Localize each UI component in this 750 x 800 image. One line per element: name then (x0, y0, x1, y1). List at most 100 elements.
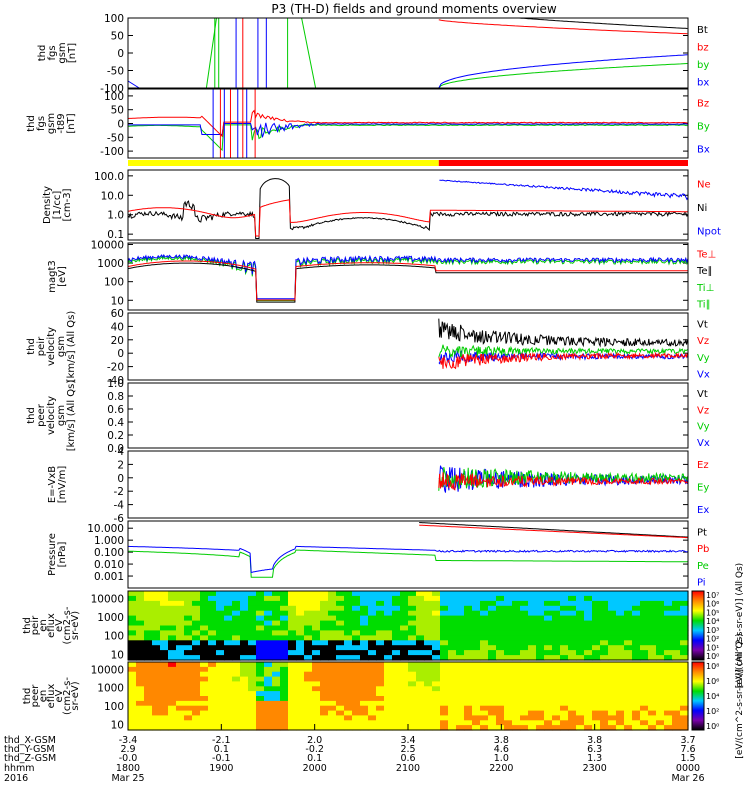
spec-cell (496, 620, 505, 627)
spec-cell (320, 645, 329, 651)
spec-cell (240, 676, 249, 683)
spec-cell (600, 595, 609, 602)
spec-cell (568, 650, 577, 656)
spec-cell (144, 700, 153, 707)
spec-cell (392, 681, 401, 687)
spec-cell (280, 630, 289, 636)
spec-cell (592, 591, 601, 597)
spec-cell (488, 635, 497, 641)
spec-cell (208, 620, 217, 627)
spec-cell (328, 591, 337, 597)
spec-cell (192, 635, 201, 641)
spec-cell (384, 662, 393, 668)
spec-cell (656, 625, 665, 631)
spec-cell (424, 620, 433, 627)
spec-cell (392, 700, 401, 707)
spec-cell (416, 662, 425, 668)
xaxis-tick-label: 2.9 (120, 744, 135, 755)
spec-cell (152, 671, 161, 678)
spec-cell (440, 591, 449, 597)
spec-cell (640, 600, 649, 607)
spec-cell (168, 630, 177, 636)
spec-cell (272, 650, 281, 656)
spec-cell (672, 591, 681, 597)
spec-cell (544, 645, 553, 651)
colorbar-peer_spec-tick: 10⁰ (706, 722, 719, 731)
spec-cell (280, 700, 289, 707)
spec-cell (456, 676, 465, 683)
spec-cell (224, 696, 233, 702)
spec-cell (640, 655, 649, 661)
spec-cell (312, 591, 321, 597)
spec-cell (288, 696, 297, 702)
spec-cell (248, 625, 257, 631)
spec-cell (528, 650, 537, 656)
spec-cell (336, 630, 345, 636)
spec-cell (632, 691, 641, 697)
spec-cell (336, 676, 345, 683)
spec-cell (400, 725, 409, 731)
spec-cell (648, 710, 657, 717)
panel-peir_velocity-ytick-label: 20 (111, 335, 124, 347)
spec-cell (264, 681, 273, 687)
spec-cell (520, 691, 529, 697)
spec-cell (352, 595, 361, 602)
spec-cell (200, 650, 209, 656)
spec-cell (576, 640, 585, 646)
spec-cell (552, 681, 561, 687)
spec-cell (672, 600, 681, 607)
spec-cell (480, 725, 489, 731)
spec-cell (264, 615, 273, 622)
spec-cell (328, 710, 337, 717)
spec-cell (536, 681, 545, 687)
spec-cell (328, 720, 337, 726)
panel-peir_velocity-ytick-label: 40 (111, 321, 124, 333)
xaxis-tick-label: -0.1 (212, 753, 231, 764)
spec-cell (560, 720, 569, 726)
spec-cell (432, 635, 441, 641)
spec-cell (272, 595, 281, 602)
spec-cell (160, 662, 169, 668)
spec-cell (672, 686, 681, 692)
spec-cell (288, 700, 297, 707)
xaxis-tick-label: Mar 26 (671, 773, 704, 784)
spec-cell (328, 625, 337, 631)
spec-cell (208, 605, 217, 612)
spec-cell (560, 600, 569, 607)
spec-cell (264, 671, 273, 678)
spec-cell (200, 662, 209, 668)
spec-cell (312, 671, 321, 678)
spec-cell (584, 640, 593, 646)
spec-cell (160, 630, 169, 636)
spec-cell (264, 595, 273, 602)
colorbar-peir_spec-tick: 10⁰ (706, 652, 719, 661)
spec-cell (648, 595, 657, 602)
spec-cell (352, 681, 361, 687)
spec-cell (296, 681, 305, 687)
legend-fgs_t89-2: Bx (697, 145, 710, 156)
colorbar-peir_spec-tick: 10⁷ (706, 591, 719, 600)
series-Npot (439, 179, 689, 201)
spec-cell (480, 635, 489, 641)
spec-cell (600, 645, 609, 651)
spec-cell (328, 605, 337, 612)
colorbar-peer_spec-tick: 10² (706, 707, 719, 716)
spec-cell (488, 700, 497, 707)
spec-cell (504, 620, 513, 627)
panel-efield-ytick-label: -2 (114, 486, 124, 498)
spec-cell (640, 615, 649, 622)
spec-cell (464, 615, 473, 622)
spec-cell (320, 650, 329, 656)
spec-cell (208, 666, 217, 673)
spec-cell (440, 676, 449, 683)
spec-cell (344, 666, 353, 673)
spec-cell (600, 710, 609, 717)
spec-cell (144, 686, 153, 692)
spec-cell (200, 655, 209, 661)
spec-cell (592, 595, 601, 602)
spec-cell (296, 700, 305, 707)
spec-cell (536, 625, 545, 631)
spec-cell (544, 591, 553, 597)
spec-cell (384, 691, 393, 697)
spec-cell (248, 676, 257, 683)
